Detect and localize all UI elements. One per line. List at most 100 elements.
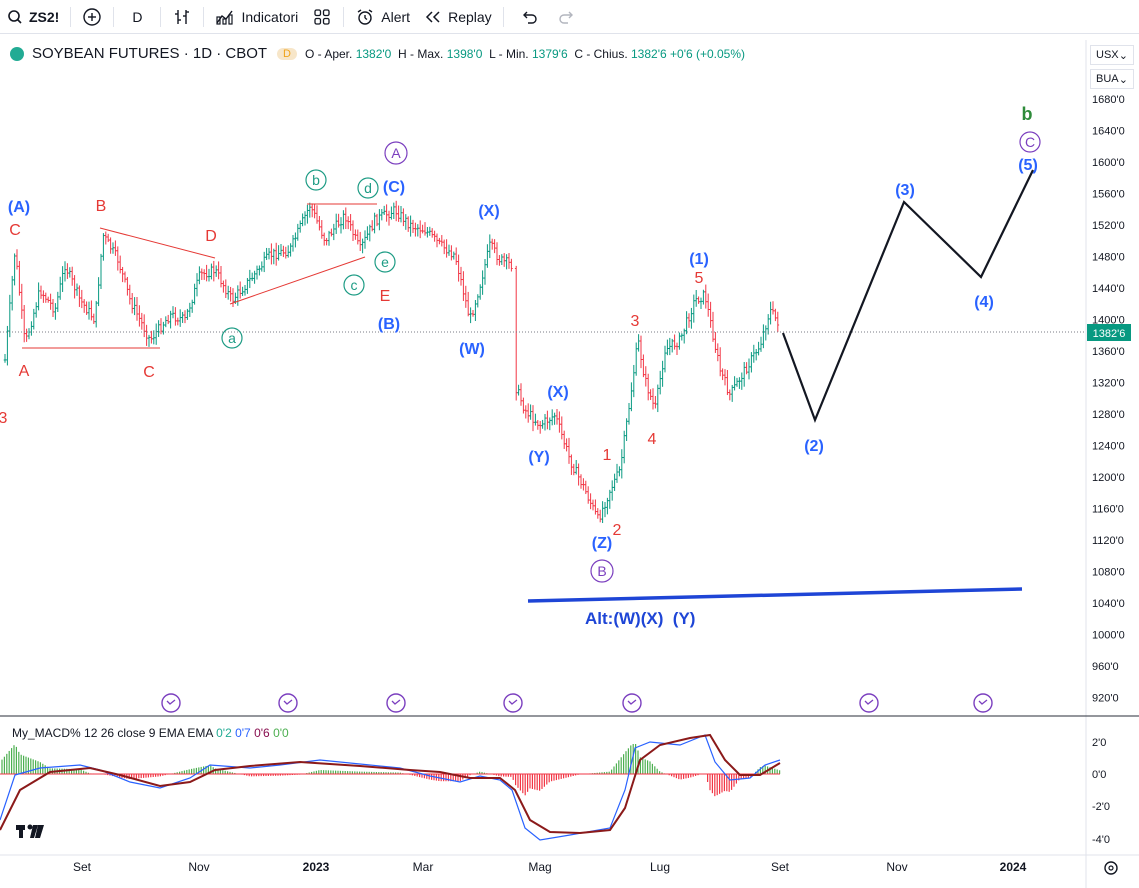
- symbol-search[interactable]: ZS2!: [0, 0, 66, 33]
- time-tick: Mar: [413, 860, 434, 874]
- price-tick: 1320'0: [1092, 378, 1125, 390]
- price-axis[interactable]: 1680'0 1640'0 1600'0 1560'0 1520'0 1480'0 1440…: [1092, 94, 1125, 705]
- event-marker-icon[interactable]: [859, 693, 879, 713]
- event-marker-arrow: [627, 699, 637, 705]
- alert-button[interactable]: Alert: [348, 0, 417, 33]
- wave-label: (3): [895, 182, 915, 199]
- wave-label: E: [380, 288, 391, 305]
- projection-path: [781, 169, 1034, 424]
- wave-label: d: [364, 180, 372, 196]
- wave-label: a: [228, 330, 236, 346]
- price-tick: 1480'0: [1092, 252, 1125, 264]
- price-tick: 1240'0: [1092, 441, 1125, 453]
- price-tick: 1360'0: [1092, 346, 1125, 358]
- wave-label: 1: [603, 447, 612, 464]
- macd-tick: 0'0: [1092, 769, 1106, 781]
- chart-type-button[interactable]: [165, 0, 199, 33]
- time-tick: Lug: [650, 860, 670, 874]
- search-icon: [8, 9, 22, 24]
- wave-circle: [305, 169, 327, 191]
- indicators-button[interactable]: Indicatori: [208, 0, 305, 33]
- wave-label: c: [351, 277, 358, 293]
- divider: [160, 6, 162, 27]
- wave-circle: [384, 141, 408, 165]
- macd-pane: [0, 733, 781, 841]
- replay-button[interactable]: Replay: [417, 0, 499, 33]
- event-marker-arrow: [508, 699, 518, 705]
- instrument-title[interactable]: SOYBEAN FUTURES · 1D · CBOT: [32, 45, 268, 62]
- time-tick: Nov: [188, 860, 209, 874]
- price-tick: 1440'0: [1092, 283, 1125, 295]
- event-marker-arrow: [391, 699, 401, 705]
- price-tick: 960'0: [1092, 661, 1119, 673]
- macd-line: [0, 734, 781, 841]
- market-status-icon: [10, 46, 24, 61]
- wave-label: C: [143, 364, 155, 381]
- interval-label: D: [132, 8, 143, 25]
- price-tick: 1120'0: [1092, 535, 1124, 547]
- macd-value-1: 0'2: [216, 726, 232, 740]
- divider: [343, 6, 345, 27]
- event-marker-arrow: [978, 699, 988, 705]
- settings-gear-icon[interactable]: [1104, 861, 1118, 875]
- low-value: 1379'6: [531, 46, 568, 61]
- open-label: O - Aper.: [304, 46, 353, 61]
- wave-label: (2): [804, 438, 824, 455]
- low-label: L - Min.: [489, 46, 529, 61]
- wave-label: b: [312, 172, 320, 188]
- event-marker-icon[interactable]: [161, 693, 181, 713]
- layouts-button[interactable]: [305, 0, 339, 33]
- delay-badge[interactable]: D: [277, 47, 297, 60]
- top-toolbar: ZS2! D Indicatori Alert Replay: [0, 0, 1139, 34]
- divider: [502, 6, 504, 27]
- wave-label: (B): [378, 316, 400, 333]
- wave-label: (X): [478, 203, 499, 220]
- wave-label: (Y): [528, 449, 549, 466]
- time-tick: 2023: [303, 860, 330, 874]
- time-tick: Mag: [528, 860, 551, 874]
- wave-circle: [374, 251, 396, 273]
- price-tick: 1400'0: [1092, 315, 1125, 327]
- wave-label: 4: [648, 431, 657, 448]
- redo-button[interactable]: [550, 0, 584, 33]
- price-tick: 1040'0: [1092, 598, 1125, 610]
- wave-label: 5: [695, 270, 704, 287]
- grid-icon: [314, 8, 330, 25]
- macd-legend: My_MACD% 12 26 close 9 EMA EMA 0'2 0'7 0…: [12, 726, 289, 740]
- event-marker-icon[interactable]: [622, 693, 642, 713]
- wave-label: (4): [974, 294, 994, 311]
- candles-group: [3, 200, 780, 524]
- wave-label: C: [9, 222, 21, 239]
- wave-label: (Z): [592, 535, 612, 552]
- price-tick: 1160'0: [1092, 504, 1124, 516]
- macd-tick: -2'0: [1092, 801, 1110, 813]
- wave-label: D: [205, 228, 217, 245]
- currency-select[interactable]: USX ⌄: [1090, 45, 1134, 65]
- tradingview-logo: [16, 824, 44, 838]
- compare-button[interactable]: [75, 0, 109, 33]
- price-tick: 1280'0: [1092, 409, 1125, 421]
- event-marker-icon[interactable]: [386, 693, 406, 713]
- event-marker-icon[interactable]: [278, 693, 298, 713]
- wave-label: (A): [8, 199, 30, 216]
- unit-select[interactable]: BUA ⌄: [1090, 69, 1134, 89]
- event-markers[interactable]: [161, 693, 993, 713]
- wave-label: B: [597, 563, 606, 579]
- last-price-text: 1382'6: [1093, 328, 1126, 340]
- alarm-clock-icon: [357, 8, 373, 25]
- time-axis[interactable]: Set Nov 2023 Mar Mag Lug Set Nov 2024: [73, 860, 1027, 874]
- time-tick: Set: [771, 860, 790, 874]
- add-circle-icon: [83, 7, 102, 26]
- interval-button[interactable]: D: [118, 0, 156, 33]
- event-marker-icon[interactable]: [503, 693, 523, 713]
- alert-label: Alert: [381, 8, 411, 25]
- wave-labels: (A) C A 3 B C D E a b c d e A (C) (B) (X…: [0, 104, 1041, 628]
- undo-button[interactable]: [508, 0, 550, 33]
- macd-name[interactable]: My_MACD%: [12, 726, 81, 740]
- event-marker-icon[interactable]: [973, 693, 993, 713]
- price-tick: 1520'0: [1092, 220, 1125, 232]
- wave-circle: [590, 559, 614, 583]
- wave-circle: [343, 274, 365, 296]
- event-marker-arrow: [864, 699, 874, 705]
